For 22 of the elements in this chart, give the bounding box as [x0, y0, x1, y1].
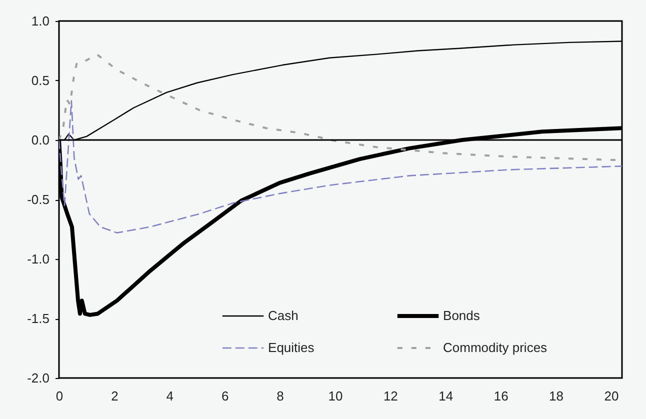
y-tick-label: -1.0 — [27, 252, 50, 266]
y-tick-label: 0.0 — [31, 132, 50, 148]
y-tick-label: -1.5 — [27, 311, 50, 326]
x-tick-label: 6 — [221, 388, 229, 404]
y-tick-label: 1.0 — [31, 14, 50, 28]
x-tick-label: 4 — [166, 388, 174, 404]
y-tick-label: -2.0 — [27, 370, 50, 386]
legend-label: Cash — [268, 308, 298, 324]
y-tick-label: 0.5 — [31, 73, 50, 88]
x-tick-label: 12 — [383, 388, 398, 404]
x-tick-label: 10 — [328, 388, 343, 404]
x-tick-label: 2 — [111, 388, 118, 404]
x-tick-label: 18 — [549, 388, 564, 404]
x-tick-label: 14 — [438, 388, 454, 404]
x-tick-label: 0 — [56, 388, 64, 404]
y-tick-label: -0.5 — [27, 192, 50, 207]
x-tick-label: 8 — [276, 388, 284, 404]
legend-label: Commodity prices — [443, 340, 548, 356]
legend-label: Bonds — [443, 308, 480, 324]
x-tick-label: 20 — [604, 388, 619, 404]
x-tick-label: 16 — [494, 388, 508, 404]
legend-label: Equities — [268, 340, 315, 356]
